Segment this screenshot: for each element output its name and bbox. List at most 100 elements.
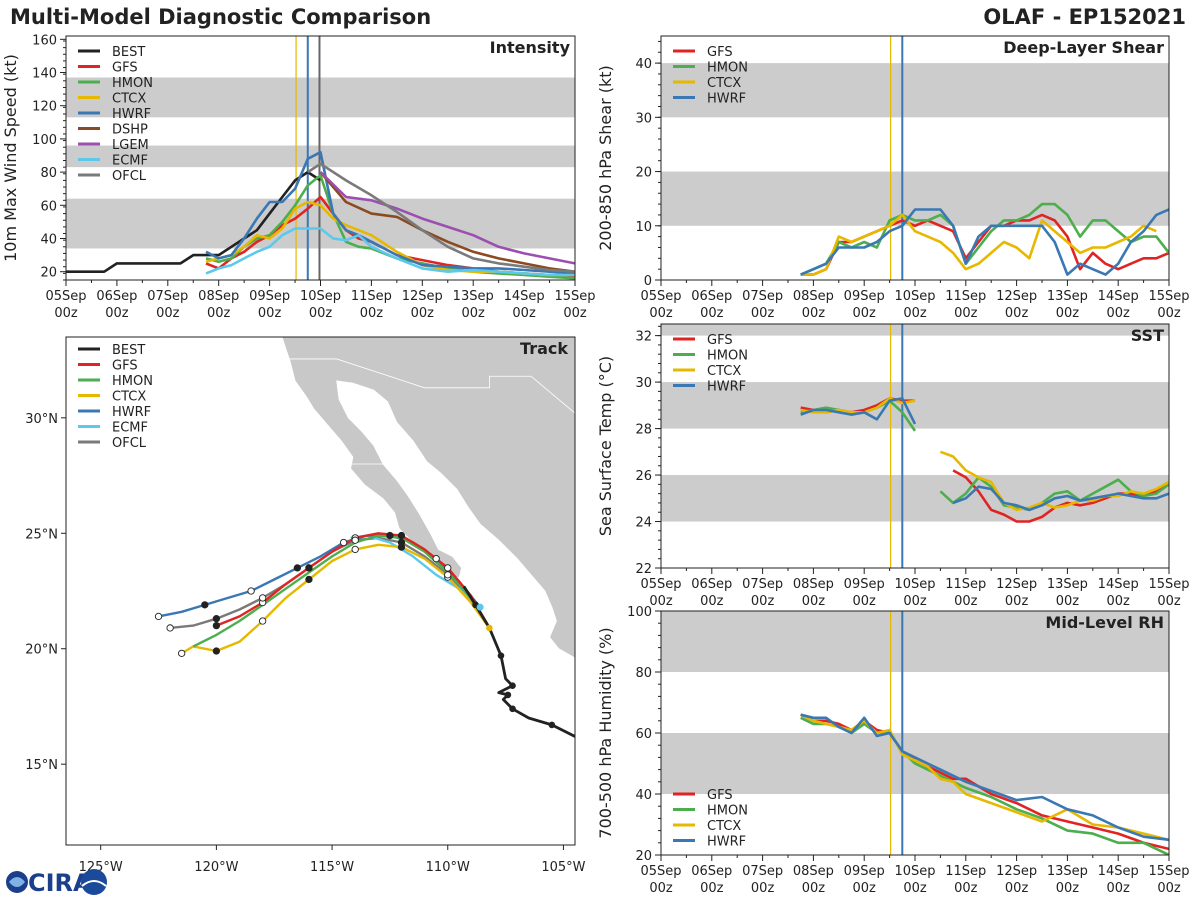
sst-xtick-sublabel: 00z (1157, 594, 1181, 609)
track-point (432, 555, 440, 563)
rh-xtick-label: 13Sep (1047, 864, 1088, 879)
shear-xtick-sublabel: 00z (903, 306, 927, 321)
sst-xtick-sublabel: 00z (700, 594, 724, 609)
shear-xtick-label: 13Sep (1047, 289, 1088, 304)
track-ytick-label: 20°N (25, 643, 58, 658)
intensity-xtick-label: 05Sep (45, 289, 86, 304)
sst-xtick-sublabel: 00z (751, 594, 775, 609)
track-point (201, 601, 209, 609)
rh-xtick-label: 06Sep (691, 864, 732, 879)
track-series-hmon (192, 534, 491, 648)
shear-legend-label: GFS (707, 45, 733, 60)
rh-xtick-sublabel: 00z (1056, 881, 1080, 896)
track-point (386, 531, 394, 540)
intensity-legend-label: LGEM (112, 138, 149, 153)
sst-legend-label: HMON (707, 349, 748, 364)
track-xtick-label: 115°W (310, 860, 354, 875)
intensity-legend-label: BEST (112, 45, 145, 60)
sst-xtick-label: 11Sep (945, 577, 986, 592)
sst-xtick-sublabel: 00z (853, 594, 877, 609)
sst-xtick-sublabel: 00z (1056, 594, 1080, 609)
sst-xtick-sublabel: 00z (1107, 594, 1131, 609)
rh-ytick-label: 60 (635, 727, 652, 742)
track-point (476, 603, 484, 611)
shear-xtick-sublabel: 00z (1107, 306, 1131, 321)
shear-xtick-label: 07Sep (742, 289, 783, 304)
shear-xtick-sublabel: 00z (700, 306, 724, 321)
intensity-xtick-sublabel: 00z (258, 306, 282, 321)
shear-ytick-label: 30 (635, 111, 652, 126)
rh-xtick-label: 09Sep (844, 864, 885, 879)
rh-ytick-label: 80 (635, 666, 652, 681)
shear-series-hmon (800, 202, 1169, 276)
intensity-ytick-label: 100 (32, 133, 57, 148)
rh-legend-label: HWRF (707, 835, 746, 850)
track-point (486, 624, 493, 632)
shear-xtick-label: 09Sep (844, 289, 885, 304)
shear-xtick-label: 14Sep (1098, 289, 1139, 304)
intensity-title: Intensity (490, 38, 571, 57)
shear-xtick-sublabel: 00z (1056, 306, 1080, 321)
intensity-series-dshp (319, 171, 575, 273)
track-point (305, 564, 313, 572)
intensity-legend-label: DSHP (112, 123, 148, 138)
sst-xtick-label: 05Sep (640, 577, 681, 592)
sst-ytick-label: 28 (635, 423, 652, 438)
sst-title: SST (1131, 326, 1164, 345)
shear-legend-label: HMON (707, 61, 748, 76)
shear-xtick-label: 10Sep (894, 289, 935, 304)
intensity-plot-area (66, 36, 575, 280)
rh-legend-label: HMON (707, 804, 748, 819)
sst-ylabel: Sea Surface Temp (°C) (596, 356, 615, 536)
intensity-ylabel: 10m Max Wind Speed (kt) (1, 54, 20, 262)
rh-xtick-label: 10Sep (894, 864, 935, 879)
rh-xtick-sublabel: 00z (649, 881, 673, 896)
sst-series-hwrf (800, 397, 1169, 512)
intensity-xtick-label: 08Sep (198, 289, 239, 304)
shear-title: Deep-Layer Shear (1003, 38, 1164, 57)
intensity-xtick-label: 11Sep (351, 289, 392, 304)
intensity-series-best (66, 170, 322, 273)
intensity-xtick-sublabel: 00z (462, 306, 486, 321)
rh-xtick-sublabel: 00z (903, 881, 927, 896)
rh-series-gfs (800, 713, 1169, 851)
sst-xtick-label: 08Sep (793, 577, 834, 592)
intensity-xtick-sublabel: 00z (512, 306, 536, 321)
rh-legend-label: GFS (707, 788, 733, 803)
sst-ytick-label: 26 (635, 469, 652, 484)
intensity-xtick-sublabel: 00z (105, 306, 129, 321)
sst-xtick-sublabel: 00z (903, 594, 927, 609)
track-point (305, 575, 313, 584)
rh-xtick-label: 07Sep (742, 864, 783, 879)
intensity-legend-label: OFCL (112, 169, 147, 184)
rh-xtick-sublabel: 00z (751, 881, 775, 896)
shear-xtick-label: 08Sep (793, 289, 834, 304)
shear-xtick-sublabel: 00z (954, 306, 978, 321)
rh-ytick-label: 40 (635, 788, 652, 803)
sst-xtick-label: 07Sep (742, 577, 783, 592)
intensity-legend-label: HMON (112, 76, 153, 91)
track-point (212, 621, 221, 630)
track-point (351, 545, 359, 554)
track-ytick-label: 15°N (25, 758, 58, 773)
track-point (444, 564, 452, 572)
shear-band (661, 171, 1169, 226)
track-xtick-label: 120°W (194, 860, 238, 875)
track-point (247, 587, 255, 595)
track-legend-label: GFS (112, 359, 138, 374)
sst-xtick-label: 13Sep (1047, 577, 1088, 592)
intensity-ytick-label: 60 (40, 199, 57, 214)
track-point (339, 538, 348, 547)
track-point (293, 564, 302, 572)
rh-xtick-sublabel: 00z (954, 881, 978, 896)
sst-xtick-sublabel: 00z (954, 594, 978, 609)
intensity-ytick-label: 120 (32, 100, 57, 115)
track-point (444, 571, 452, 579)
shear-ytick-label: 20 (635, 166, 652, 181)
intensity-legend-label: ECMF (112, 154, 148, 169)
sst-xtick-label: 06Sep (691, 577, 732, 592)
shear-xtick-label: 11Sep (945, 289, 986, 304)
track-point (509, 682, 516, 689)
shear-xtick-label: 06Sep (691, 289, 732, 304)
track-border-line (283, 358, 575, 414)
